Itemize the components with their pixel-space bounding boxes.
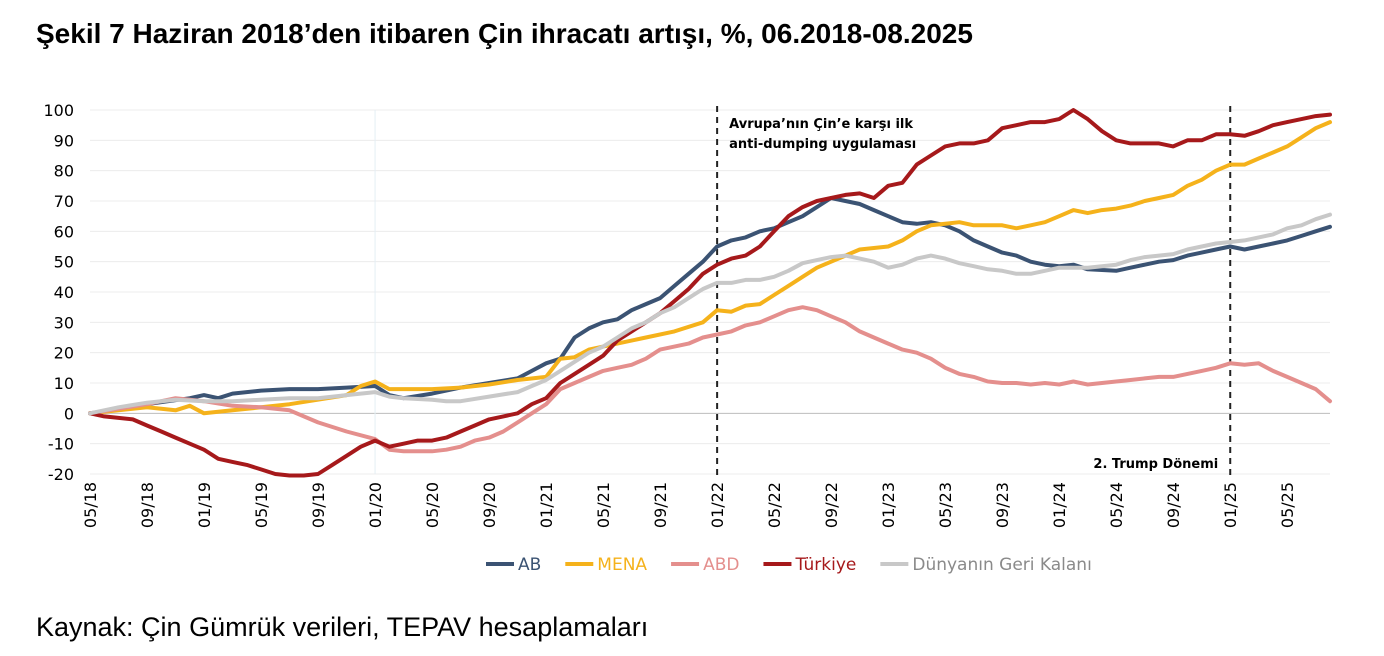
x-tick-label: 05/24 <box>1107 482 1126 528</box>
series-line-t-rkiye <box>88 108 1332 478</box>
y-tick-label: 70 <box>54 192 74 211</box>
series-line-d-nyan-n-geri-kalan- <box>88 212 1332 416</box>
x-tick-label: 01/21 <box>537 482 556 528</box>
x-tick-label: 05/23 <box>936 482 955 528</box>
annotation-text: 2. Trump Dönemi <box>1093 457 1218 472</box>
x-tick-label: 09/24 <box>1164 482 1183 528</box>
event-lines <box>716 106 1232 480</box>
page-title: Şekil 7 Haziran 2018’den itibaren Çin ih… <box>36 18 973 49</box>
annotation-text: anti-dumping uygulaması <box>729 137 916 152</box>
y-tick-label: 80 <box>54 162 74 181</box>
source-note: Kaynak: Çin Gümrük verileri, TEPAV hesap… <box>36 612 649 642</box>
legend-label: Türkiye <box>794 555 856 575</box>
x-tick-label: 09/18 <box>138 482 157 528</box>
x-tick-label: 05/21 <box>594 482 613 528</box>
series-line-ab <box>88 196 1332 416</box>
legend-label: AB <box>518 555 541 575</box>
legend-label: ABD <box>703 555 739 575</box>
y-tick-label: 50 <box>54 253 74 272</box>
series-lines <box>88 108 1332 478</box>
x-tick-label: 05/25 <box>1278 482 1297 528</box>
x-tick-label: 09/23 <box>993 482 1012 528</box>
x-tick-label: 09/22 <box>822 482 841 528</box>
series-line-abd <box>88 305 1332 454</box>
y-tick-label: 10 <box>54 374 74 393</box>
x-tick-label: 09/20 <box>480 482 499 528</box>
legend: AB MENA ABD Türkiye Dünyanın Geri Kalanı <box>486 555 1092 575</box>
y-tick-label: 60 <box>54 222 74 241</box>
x-tick-label: 05/18 <box>81 482 100 528</box>
x-tick-label: 01/23 <box>879 482 898 528</box>
y-tick-label: 0 <box>64 404 74 423</box>
x-tick-label: 09/21 <box>651 482 670 528</box>
y-tick-label: 30 <box>54 313 74 332</box>
y-tick-label: 40 <box>54 283 74 302</box>
y-tick-label: 100 <box>43 101 74 120</box>
x-tick-label: 01/24 <box>1050 482 1069 528</box>
grid-lines <box>90 109 1330 475</box>
x-tick-label: 05/20 <box>423 482 442 528</box>
legend-label: Dünyanın Geri Kalanı <box>912 555 1091 575</box>
y-tick-label: -20 <box>48 465 74 484</box>
legend-label: MENA <box>597 555 647 575</box>
y-tick-label: -10 <box>48 435 74 454</box>
x-tick-label: 01/25 <box>1221 482 1240 528</box>
x-tick-label: 01/20 <box>366 482 385 528</box>
x-tick-label: 05/19 <box>252 482 271 528</box>
y-tick-label: 90 <box>54 131 74 150</box>
x-tick-label: 09/19 <box>309 482 328 528</box>
series-line-mena <box>88 120 1332 416</box>
x-tick-label: 05/22 <box>765 482 784 528</box>
annotations: Avrupa’nın Çin’e karşı ilk anti-dumping u… <box>729 117 1218 472</box>
x-axis-ticks: 05/18 09/18 01/19 05/19 09/19 01/20 05/20 09/20… <box>81 482 1297 528</box>
y-tick-label: 20 <box>54 344 74 363</box>
x-tick-label: 01/19 <box>195 482 214 528</box>
annotation-text: Avrupa’nın Çin’e karşı ilk <box>729 117 913 132</box>
x-tick-label: 01/22 <box>708 482 727 528</box>
